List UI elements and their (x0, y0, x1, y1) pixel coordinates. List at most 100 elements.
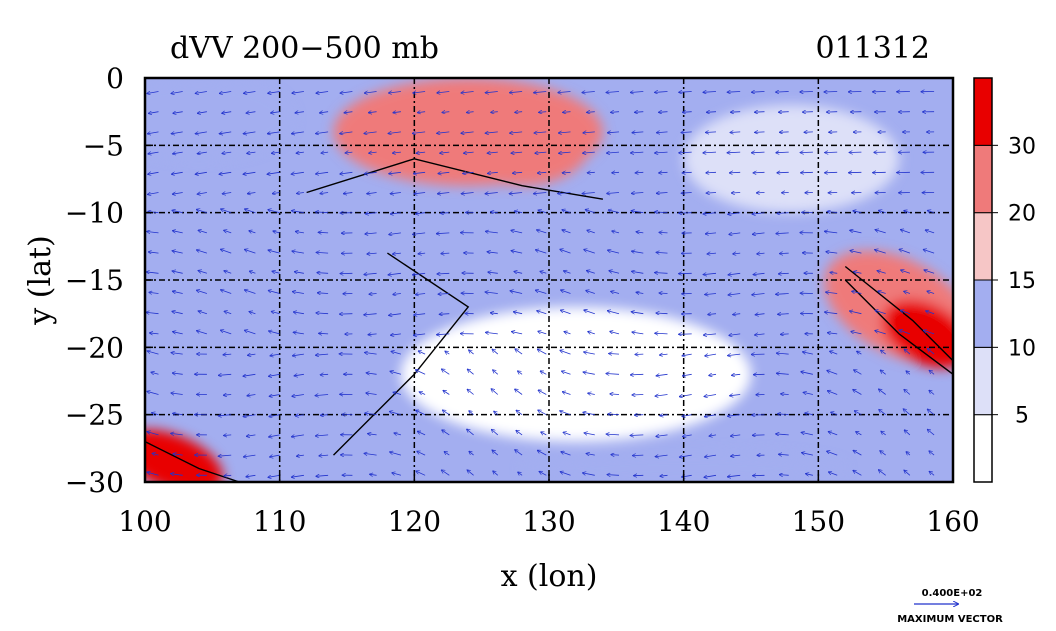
wind-vector (707, 253, 717, 254)
wind-vector (486, 332, 498, 334)
wind-vector (904, 349, 911, 355)
wind-vector (511, 152, 523, 153)
wind-vector (269, 374, 280, 376)
wind-vector (414, 334, 426, 335)
wind-vector (608, 414, 620, 415)
wind-vector (173, 112, 183, 114)
wind-vector (245, 209, 256, 214)
wind-vector (488, 272, 498, 273)
wind-vector (608, 132, 620, 133)
wind-vector (467, 429, 474, 436)
wind-vector (244, 92, 256, 94)
wind-vector (320, 112, 329, 113)
wind-vector (293, 354, 304, 356)
wind-vector (218, 455, 232, 456)
x-axis-label: x (lon) (501, 559, 598, 594)
wind-vector (364, 132, 377, 134)
wind-vector (903, 409, 911, 416)
wind-vector (655, 333, 668, 334)
wind-vector (393, 392, 402, 394)
wind-vector (491, 313, 498, 314)
wind-vector (464, 152, 474, 153)
wind-vector (560, 350, 571, 355)
vector-legend-label: MAXIMUM VECTOR (897, 614, 1003, 625)
wind-vector (825, 152, 838, 153)
wind-vector (857, 351, 862, 354)
wind-vector (463, 172, 474, 173)
wind-vector (705, 415, 717, 417)
wind-vector (655, 455, 668, 457)
wind-vector (778, 414, 789, 415)
wind-vector (705, 294, 717, 295)
wind-vector (485, 132, 498, 133)
wind-vector (391, 213, 401, 214)
wind-vector (316, 252, 329, 253)
wind-vector (219, 172, 232, 174)
wind-vector (803, 392, 813, 394)
wind-vector (682, 415, 692, 417)
wind-vector (587, 230, 595, 234)
wind-vector (728, 354, 741, 356)
wind-vector (389, 172, 401, 174)
wind-vector (562, 210, 571, 214)
wind-vector (660, 415, 668, 416)
wind-vector (562, 172, 571, 173)
wind-vector (510, 291, 523, 294)
wind-vector (587, 271, 595, 274)
wind-vector (827, 212, 838, 213)
wind-vector (269, 331, 280, 335)
wind-vector (606, 92, 620, 93)
wind-vector (561, 310, 571, 315)
wind-vector (295, 415, 304, 416)
wind-vector (320, 193, 329, 194)
wind-vector (297, 455, 304, 456)
wind-vector (753, 273, 765, 274)
wind-vector (680, 455, 692, 457)
wind-vector (414, 193, 426, 194)
wind-vector (582, 92, 595, 93)
wind-vector (563, 112, 571, 113)
wind-vector (630, 435, 644, 436)
wind-vector (850, 251, 862, 254)
wind-vector (172, 271, 183, 274)
region-northwest-trade (145, 78, 294, 159)
wind-vector (272, 152, 280, 153)
wind-vector (631, 211, 644, 213)
wind-vector (390, 452, 402, 456)
wind-vector (731, 435, 741, 436)
wind-vector (469, 411, 474, 416)
wind-vector (244, 455, 256, 457)
wind-vector (611, 291, 620, 293)
wind-vector (418, 112, 426, 113)
wind-vector (413, 273, 426, 275)
wind-vector (272, 271, 280, 273)
wind-vector (855, 411, 862, 416)
wind-vector (492, 349, 499, 355)
wind-vector (394, 433, 402, 435)
wind-vector (776, 152, 789, 153)
wind-vector (468, 369, 474, 375)
wind-vector (926, 311, 935, 315)
wind-vector (224, 395, 232, 396)
wind-vector (393, 294, 401, 295)
wind-vector (416, 294, 426, 295)
wind-vector (830, 272, 838, 273)
wind-vector (609, 271, 620, 274)
x-tick-label: 160 (926, 505, 979, 538)
wind-vector (173, 152, 183, 154)
wind-vector (705, 455, 717, 457)
wind-vector (224, 435, 232, 436)
wind-vector (469, 451, 474, 456)
wind-vector (222, 193, 232, 194)
wind-vector (391, 351, 402, 355)
wind-vector (681, 132, 692, 133)
wind-vector (607, 193, 620, 194)
wind-vector (683, 374, 692, 376)
wind-vector (706, 233, 717, 234)
wind-vector (854, 370, 862, 375)
wind-vector (856, 432, 862, 436)
wind-vector (929, 472, 935, 476)
wind-vector (268, 210, 280, 214)
wind-vector (512, 332, 523, 335)
